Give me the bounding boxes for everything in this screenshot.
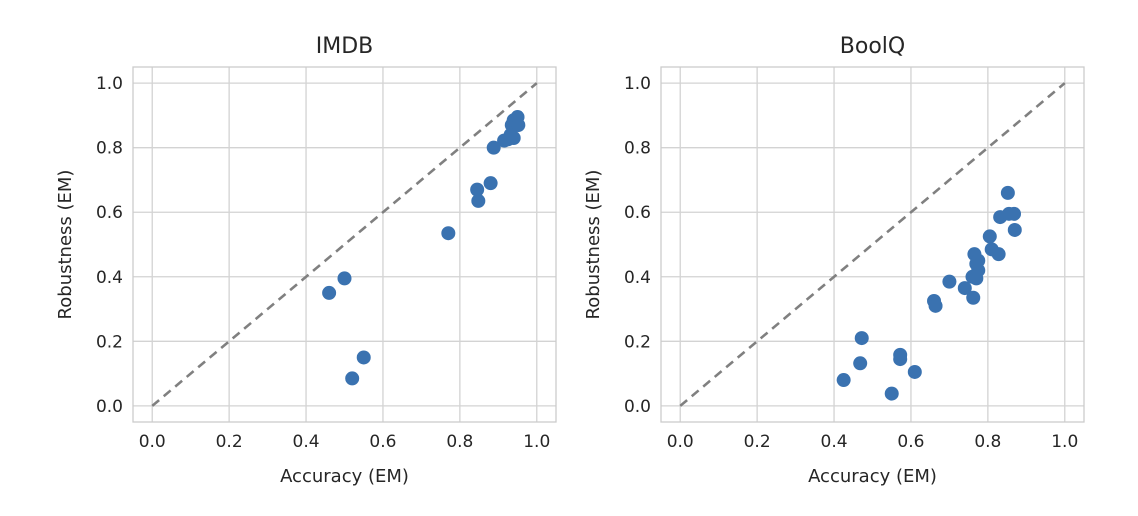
data-point (853, 356, 868, 371)
y-tick-labels: 0.0 0.2 0.4 0.6 0.8 1.0 (96, 74, 123, 417)
data-point (836, 373, 851, 388)
x-tick-label: 1.0 (523, 432, 550, 452)
data-points (322, 110, 526, 386)
x-axis-label: Accuracy (EM) (808, 466, 937, 487)
diagonal-reference-line (151, 82, 538, 407)
x-tick-labels: 0.0 0.2 0.4 0.6 0.8 1.0 (667, 432, 1079, 452)
data-point (928, 298, 943, 313)
x-tick-label: 0.0 (667, 432, 694, 452)
data-point (991, 247, 1006, 262)
x-tick-label: 1.0 (1051, 432, 1078, 452)
data-point (971, 253, 986, 268)
y-tick-label: 0.4 (624, 268, 651, 288)
data-point (483, 176, 498, 191)
plot-frame (132, 66, 557, 423)
data-point (471, 193, 486, 208)
data-points (836, 185, 1022, 401)
x-tick-label: 0.4 (821, 432, 848, 452)
data-point (884, 386, 899, 401)
y-tick-label: 0.6 (624, 203, 651, 223)
y-tick-labels: 0.0 0.2 0.4 0.6 0.8 1.0 (624, 74, 651, 417)
y-tick-label: 0.2 (96, 332, 123, 352)
data-point (971, 263, 986, 278)
boolq-scatter-plot: 0.0 0.2 0.4 0.6 0.8 1.0 0.0 0.2 0.4 0.6 0.8 1.0 Bo… (583, 34, 1085, 487)
gridlines (133, 67, 556, 422)
data-point (966, 290, 981, 305)
y-tick-label: 1.0 (624, 74, 651, 94)
data-point (893, 352, 908, 367)
data-point (942, 274, 957, 289)
chart-title: IMDB (316, 34, 374, 59)
data-point (1007, 206, 1022, 221)
y-tick-label: 1.0 (96, 74, 123, 94)
y-tick-label: 0.8 (96, 139, 123, 159)
x-tick-label: 0.2 (216, 432, 243, 452)
x-tick-labels: 0.0 0.2 0.4 0.6 0.8 1.0 (139, 432, 551, 452)
data-point (506, 131, 521, 145)
data-point (470, 182, 485, 197)
x-tick-label: 0.0 (139, 432, 166, 452)
data-point (957, 281, 972, 296)
data-point (441, 226, 456, 241)
data-point (486, 140, 501, 155)
x-tick-label: 0.6 (897, 432, 924, 452)
gridlines (661, 67, 1084, 422)
x-tick-label: 0.4 (293, 432, 320, 452)
chart-title: BoolQ (840, 34, 905, 59)
x-tick-label: 0.8 (446, 432, 473, 452)
data-point (982, 229, 997, 244)
y-tick-label: 0.4 (96, 268, 123, 288)
y-tick-label: 0.6 (96, 203, 123, 223)
data-point (345, 371, 360, 386)
y-tick-label: 0.0 (624, 397, 651, 417)
data-point (511, 118, 526, 133)
data-point (1000, 185, 1015, 200)
y-tick-label: 0.0 (96, 397, 123, 417)
y-axis-label: Robustness (EM) (583, 170, 604, 320)
y-tick-label: 0.2 (624, 332, 651, 352)
data-point (337, 271, 352, 286)
x-tick-label: 0.2 (744, 432, 771, 452)
x-tick-label: 0.8 (974, 432, 1001, 452)
data-point (1007, 222, 1022, 237)
imdb-scatter-plot: 0.0 0.2 0.4 0.6 0.8 1.0 0.0 0.2 0.4 0.6 0.8 1.0 IM… (55, 34, 557, 487)
x-axis-label: Accuracy (EM) (280, 466, 409, 487)
data-point (322, 285, 337, 300)
plot-frame (660, 66, 1085, 423)
data-point (356, 350, 371, 365)
diagonal-reference-line (679, 82, 1066, 407)
y-tick-label: 0.8 (624, 139, 651, 159)
x-tick-label: 0.6 (369, 432, 396, 452)
data-point (907, 364, 922, 379)
y-axis-label: Robustness (EM) (55, 170, 76, 320)
data-point (854, 331, 869, 346)
